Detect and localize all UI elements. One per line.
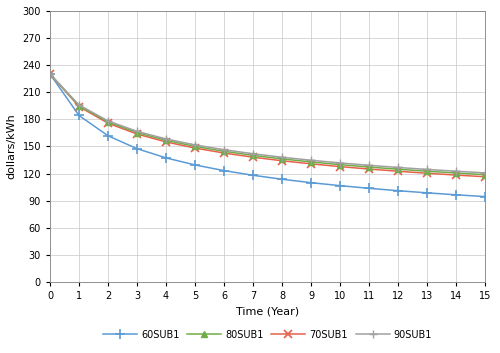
Line: 80SUB1: 80SUB1 bbox=[46, 71, 488, 178]
80SUB1 bbox=[250, 153, 256, 157]
80SUB1 bbox=[134, 131, 140, 135]
90SUB1 bbox=[47, 72, 53, 76]
70SUB1 bbox=[308, 162, 314, 166]
60SUB1 bbox=[366, 186, 372, 190]
70SUB1 bbox=[221, 151, 227, 155]
90SUB1 bbox=[76, 103, 82, 107]
90SUB1 bbox=[192, 143, 198, 147]
90SUB1 bbox=[482, 171, 488, 175]
Y-axis label: dollars/kWh: dollars/kWh bbox=[7, 114, 17, 179]
60SUB1 bbox=[105, 134, 111, 138]
X-axis label: Time (Year): Time (Year) bbox=[236, 307, 299, 317]
70SUB1 bbox=[453, 173, 459, 177]
80SUB1 bbox=[47, 72, 53, 76]
70SUB1 bbox=[163, 140, 169, 144]
Line: 70SUB1: 70SUB1 bbox=[46, 70, 489, 181]
60SUB1 bbox=[250, 173, 256, 178]
80SUB1 bbox=[337, 162, 343, 167]
70SUB1 bbox=[482, 175, 488, 179]
60SUB1 bbox=[192, 163, 198, 167]
80SUB1 bbox=[105, 120, 111, 124]
90SUB1 bbox=[279, 155, 285, 159]
60SUB1 bbox=[221, 168, 227, 173]
70SUB1 bbox=[192, 146, 198, 150]
90SUB1 bbox=[163, 137, 169, 141]
80SUB1 bbox=[221, 149, 227, 153]
90SUB1 bbox=[250, 152, 256, 156]
80SUB1 bbox=[163, 138, 169, 143]
80SUB1 bbox=[482, 173, 488, 177]
80SUB1 bbox=[366, 165, 372, 169]
60SUB1 bbox=[482, 195, 488, 199]
80SUB1 bbox=[76, 103, 82, 108]
80SUB1 bbox=[395, 167, 401, 171]
60SUB1 bbox=[453, 193, 459, 197]
90SUB1 bbox=[105, 119, 111, 123]
90SUB1 bbox=[221, 148, 227, 152]
60SUB1 bbox=[76, 113, 82, 118]
60SUB1 bbox=[163, 156, 169, 160]
70SUB1 bbox=[395, 169, 401, 173]
90SUB1 bbox=[134, 129, 140, 133]
60SUB1 bbox=[134, 146, 140, 151]
80SUB1 bbox=[308, 160, 314, 164]
80SUB1 bbox=[192, 144, 198, 149]
90SUB1 bbox=[366, 163, 372, 167]
60SUB1 bbox=[308, 180, 314, 185]
Legend: 60SUB1, 80SUB1, 70SUB1, 90SUB1: 60SUB1, 80SUB1, 70SUB1, 90SUB1 bbox=[100, 326, 435, 344]
90SUB1 bbox=[453, 169, 459, 173]
60SUB1 bbox=[395, 189, 401, 193]
70SUB1 bbox=[250, 155, 256, 159]
80SUB1 bbox=[279, 157, 285, 161]
70SUB1 bbox=[424, 171, 430, 175]
70SUB1 bbox=[76, 104, 82, 109]
70SUB1 bbox=[337, 164, 343, 169]
70SUB1 bbox=[134, 132, 140, 136]
80SUB1 bbox=[453, 171, 459, 175]
80SUB1 bbox=[424, 169, 430, 173]
90SUB1 bbox=[395, 165, 401, 169]
60SUB1 bbox=[279, 177, 285, 181]
60SUB1 bbox=[47, 72, 53, 76]
90SUB1 bbox=[424, 167, 430, 172]
Line: 90SUB1: 90SUB1 bbox=[46, 70, 489, 177]
60SUB1 bbox=[337, 184, 343, 188]
70SUB1 bbox=[47, 72, 53, 76]
70SUB1 bbox=[105, 121, 111, 125]
70SUB1 bbox=[279, 158, 285, 163]
60SUB1 bbox=[424, 191, 430, 195]
70SUB1 bbox=[366, 167, 372, 171]
90SUB1 bbox=[308, 158, 314, 162]
90SUB1 bbox=[337, 161, 343, 165]
Line: 60SUB1: 60SUB1 bbox=[45, 69, 490, 202]
